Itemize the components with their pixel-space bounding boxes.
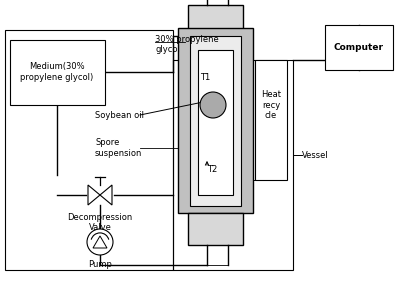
Bar: [198, 50, 233, 195]
Text: Medium(30%
propylene glycol): Medium(30% propylene glycol): [20, 62, 94, 82]
Bar: [173, 60, 293, 270]
Text: 30% propylene
glycol: 30% propylene glycol: [155, 35, 219, 54]
Text: Vessel: Vessel: [302, 151, 329, 159]
Bar: [10, 40, 105, 105]
Text: T2: T2: [207, 166, 217, 175]
Text: T1: T1: [200, 74, 210, 83]
Text: Soybean oil: Soybean oil: [95, 110, 144, 120]
Circle shape: [200, 92, 226, 118]
Bar: [188, 5, 243, 33]
Bar: [255, 60, 287, 180]
Bar: [190, 36, 241, 206]
Text: Computer: Computer: [334, 42, 384, 52]
Bar: [5, 30, 173, 270]
Polygon shape: [100, 185, 112, 205]
Polygon shape: [93, 236, 107, 248]
Bar: [178, 28, 253, 213]
Text: Pump: Pump: [88, 260, 112, 269]
Text: Decompression
Valve: Decompression Valve: [67, 213, 133, 232]
Polygon shape: [88, 185, 100, 205]
Bar: [188, 213, 243, 245]
Text: Heat
recy
cle: Heat recy cle: [261, 90, 281, 120]
Text: Spore
suspension: Spore suspension: [95, 138, 142, 158]
Bar: [325, 25, 393, 70]
Circle shape: [87, 229, 113, 255]
